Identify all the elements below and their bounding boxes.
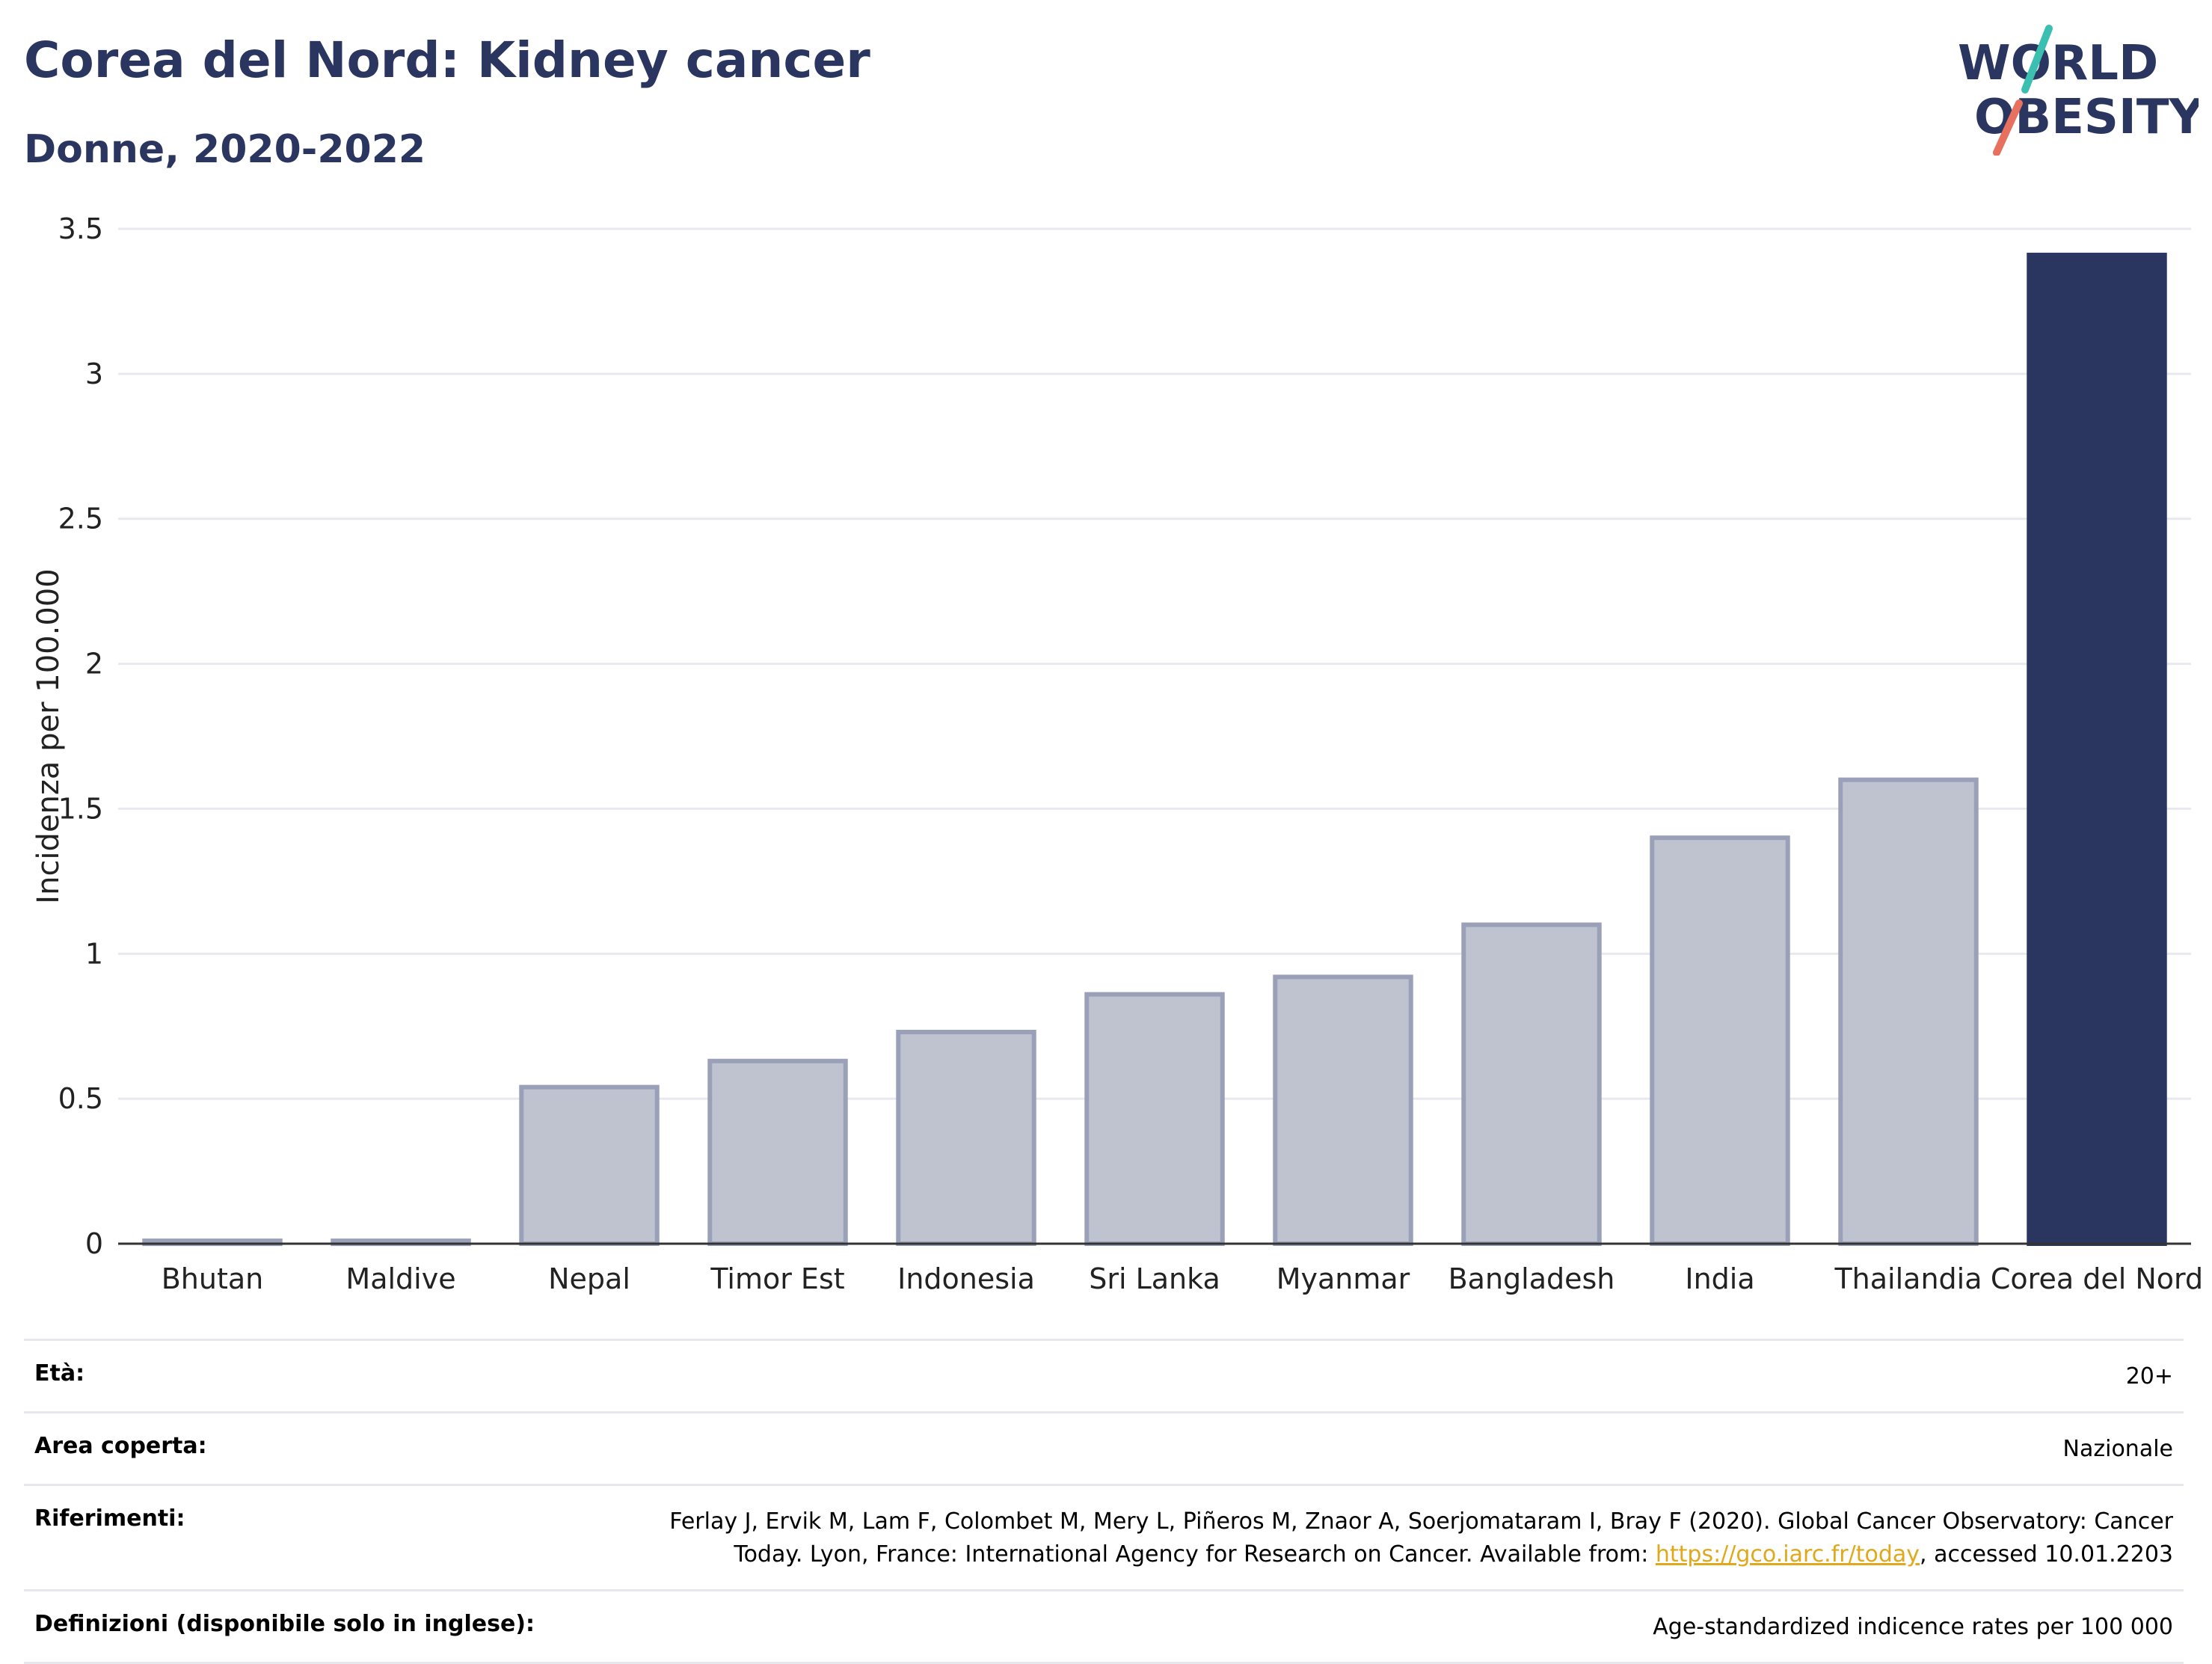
logo-slash-coral <box>1993 99 2023 156</box>
bar-timor-est <box>707 1058 848 1246</box>
bar-sri-lanka <box>1084 992 1225 1246</box>
bars <box>142 252 2167 1247</box>
y-tick-label: 2 <box>85 648 103 681</box>
info-label-age: Età: <box>34 1360 85 1387</box>
info-row-definitions: Definizioni (disponibile solo in inglese… <box>24 1589 2184 1664</box>
chart-subtitle: Donne, 2020-2022 <box>24 127 426 172</box>
info-row-area: Area coperta: Nazionale <box>24 1411 2184 1484</box>
info-value-definitions: Age-standardized indicence rates per 100… <box>1653 1614 2173 1640</box>
y-axis-label: Incidenza per 100.000 <box>31 568 66 903</box>
x-tick-label: Bhutan <box>162 1262 264 1295</box>
y-tick-label: 3.5 <box>58 212 103 245</box>
x-axis-ticks: Bhutan Maldive Nepal Timor Est Indonesia Sri … <box>162 1262 2203 1295</box>
x-tick-label: Nepal <box>548 1262 630 1295</box>
info-table: Età: 20+ Area coperta: Nazionale Riferim… <box>24 1339 2184 1664</box>
references-text: Ferlay J, Ervik M, Lam F, Colombet M, Me… <box>669 1508 2173 1568</box>
x-tick-label: Myanmar <box>1276 1262 1410 1295</box>
y-tick-label: 1 <box>85 937 103 970</box>
bar-myanmar <box>1273 974 1413 1246</box>
x-tick-label: India <box>1685 1262 1754 1295</box>
references-suffix: , accessed 10.01.2203 <box>1920 1541 2173 1568</box>
info-row-references: Riferimenti: Ferlay J, Ervik M, Lam F, C… <box>24 1484 2184 1589</box>
y-tick-label: 2.5 <box>58 503 103 535</box>
bar-india <box>1650 835 1790 1246</box>
y-axis-ticks: 0 0.5 1 1.5 2 2.5 3 3.5 <box>58 212 103 1260</box>
bar-thailandia <box>1838 777 1979 1246</box>
bar-bangladesh <box>1461 922 1602 1246</box>
x-tick-label: Sri Lanka <box>1089 1262 1220 1295</box>
y-tick-label: 3 <box>85 357 103 390</box>
x-tick-label: Corea del Nord <box>1991 1262 2203 1295</box>
logo-slash-teal <box>2021 25 2053 93</box>
bar-chart: 0 0.5 1 1.5 2 2.5 3 3.5 Bhutan Maldive Nepal Timor… <box>31 212 2203 1295</box>
bar-corea-del-nord <box>2027 252 2167 1246</box>
info-label-definitions: Definizioni (disponibile solo in inglese… <box>34 1611 535 1637</box>
bar-indonesia <box>896 1029 1036 1247</box>
bar-nepal <box>519 1084 660 1246</box>
info-row-age: Età: 20+ <box>24 1339 2184 1411</box>
info-label-area: Area coperta: <box>34 1433 207 1459</box>
references-link[interactable]: https://gco.iarc.fr/today <box>1655 1541 1920 1568</box>
x-tick-label: Indonesia <box>897 1262 1035 1295</box>
world-obesity-logo: WORLD OBESITY <box>1958 25 2199 156</box>
y-tick-label: 0 <box>85 1227 103 1260</box>
info-label-references: Riferimenti: <box>34 1505 185 1532</box>
info-value-references: Ferlay J, Ervik M, Lam F, Colombet M, Me… <box>603 1505 2173 1571</box>
logo-line1: WORLD <box>1958 36 2158 91</box>
x-tick-label: Thailandia <box>1834 1262 1982 1295</box>
info-value-age: 20+ <box>2125 1363 2173 1390</box>
x-tick-label: Maldive <box>345 1262 455 1295</box>
chart-title: Corea del Nord: Kidney cancer <box>24 31 870 89</box>
x-tick-label: Bangladesh <box>1448 1262 1615 1295</box>
y-tick-label: 0.5 <box>58 1082 103 1115</box>
y-tick-label: 1.5 <box>58 792 103 825</box>
x-tick-label: Timor Est <box>710 1262 844 1295</box>
info-value-area: Nazionale <box>2062 1436 2173 1462</box>
